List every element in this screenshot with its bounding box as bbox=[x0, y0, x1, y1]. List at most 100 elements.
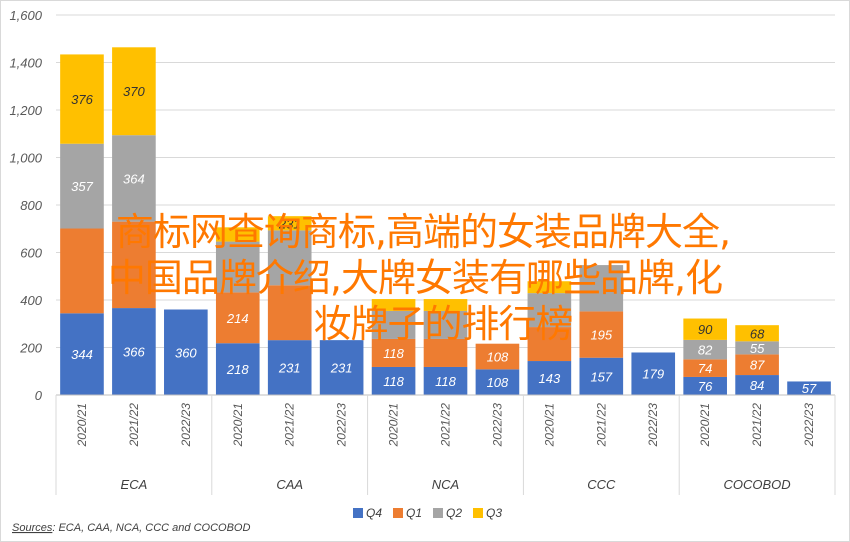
x-tick-label: 2022/23 bbox=[802, 403, 816, 448]
bar-segment-q4 bbox=[735, 375, 779, 395]
bar-segment-q4 bbox=[371, 366, 416, 395]
y-tick-label: 800 bbox=[20, 198, 42, 213]
legend: Q4 Q1 Q2 Q3 bbox=[353, 506, 502, 520]
source-label: Sources bbox=[12, 522, 53, 534]
bar-segment-q1 bbox=[475, 343, 520, 370]
x-tick-label: 2020/21 bbox=[75, 403, 89, 447]
data-label: 366 bbox=[123, 345, 145, 360]
bar-segment-q2 bbox=[371, 310, 416, 339]
data-label: 357 bbox=[71, 179, 93, 194]
legend-swatch-q3 bbox=[473, 508, 483, 518]
bar-segment-q3 bbox=[60, 54, 104, 144]
data-label: 108 bbox=[487, 350, 509, 365]
bar-segment-q4 bbox=[60, 313, 104, 395]
data-label: 360 bbox=[175, 345, 197, 360]
data-label: 90 bbox=[698, 322, 713, 337]
data-label: 82 bbox=[698, 343, 713, 358]
bar-segment-q2 bbox=[215, 241, 260, 293]
y-tick-label: 1,400 bbox=[9, 56, 42, 71]
bar-segment-q2 bbox=[735, 341, 779, 355]
x-tick-label: 2021/22 bbox=[283, 403, 297, 448]
bar-segment-q3 bbox=[371, 299, 416, 311]
bar-segment-q1 bbox=[215, 292, 260, 344]
data-label: 76 bbox=[698, 379, 713, 394]
bar-segment-q1 bbox=[267, 285, 312, 341]
data-label: 231 bbox=[278, 216, 301, 231]
bar-segment-q4 bbox=[787, 381, 831, 395]
bar-segment-q1 bbox=[683, 359, 727, 377]
data-label: 57 bbox=[802, 381, 817, 396]
data-label: 364 bbox=[123, 171, 145, 186]
data-label: 179 bbox=[642, 367, 664, 382]
y-axis-tick-labels: 0 200 400 600 800 1,000 1,200 1,400 1,600 bbox=[9, 8, 42, 403]
x-tick-label: 2022/23 bbox=[179, 403, 193, 448]
legend-entry-q4: Q4 bbox=[366, 506, 382, 520]
data-label: 195 bbox=[590, 328, 612, 343]
bar-segment-q3 bbox=[267, 216, 312, 231]
x-tick-label: 2020/21 bbox=[698, 403, 712, 447]
y-tick-label: 0 bbox=[35, 388, 43, 403]
data-label: 74 bbox=[698, 361, 712, 376]
x-tick-label: 2022/23 bbox=[646, 403, 660, 448]
data-label: 55 bbox=[750, 341, 765, 356]
bar-segment-q2 bbox=[267, 230, 312, 286]
bar-segment-q4 bbox=[631, 352, 676, 395]
bar-segment-q2 bbox=[527, 293, 572, 328]
data-label: 370 bbox=[123, 84, 145, 99]
x-axis: ECA 2020/21 2021/22 2022/23 CAA 2020/21 2021/2… bbox=[55, 394, 836, 495]
group-label: NCA bbox=[432, 477, 459, 492]
bar-segment-q4 bbox=[112, 308, 156, 395]
bar-segment-q3 bbox=[112, 47, 156, 136]
x-tick-label: 2020/21 bbox=[387, 403, 401, 447]
bar-segment-q4 bbox=[215, 343, 260, 395]
y-tick-label: 1,600 bbox=[9, 8, 42, 23]
source-note: Sources: ECA, CAA, NCA, CCC and COCOBOD bbox=[12, 522, 250, 534]
bar-segment-q3 bbox=[735, 325, 779, 342]
bar-segment-q4 bbox=[579, 357, 624, 395]
bar-segment-q1 bbox=[527, 327, 572, 362]
bar-segment-q1 bbox=[735, 354, 779, 376]
bar-segment-q2 bbox=[112, 135, 156, 222]
legend-entry-q3: Q3 bbox=[486, 506, 502, 520]
data-label: 118 bbox=[435, 374, 456, 389]
overlay-text-line-2: 中国品牌介绍,大牌女装有哪些品牌,化 bbox=[107, 256, 723, 300]
bar-segment-q3 bbox=[215, 227, 260, 242]
bar-segment-q4 bbox=[683, 376, 727, 395]
data-label: 218 bbox=[226, 362, 249, 377]
data-label: 143 bbox=[539, 371, 561, 386]
data-label: 87 bbox=[750, 358, 765, 373]
legend-entry-q1: Q1 bbox=[406, 506, 422, 520]
y-tick-label: 200 bbox=[19, 341, 42, 356]
bar-segment-q2 bbox=[60, 143, 104, 229]
legend-swatch-q1 bbox=[393, 508, 403, 518]
x-tick-label: 2021/22 bbox=[127, 403, 141, 448]
data-label: 376 bbox=[71, 92, 93, 107]
x-tick-label: 2022/23 bbox=[335, 403, 349, 448]
x-tick-label: 2021/22 bbox=[439, 403, 453, 448]
data-label: 344 bbox=[71, 347, 93, 362]
overlay-text-line-3: 妆牌子的排行榜 bbox=[313, 302, 573, 346]
bar-segment-q2 bbox=[683, 339, 727, 360]
bar-segment-q3 bbox=[683, 318, 727, 340]
legend-swatch-q4 bbox=[353, 508, 363, 518]
overlay-text-line-1: 商标网查询商标,高端的女装品牌大全, bbox=[115, 210, 731, 254]
group-label: COCOBOD bbox=[724, 477, 791, 492]
data-label: 68 bbox=[750, 326, 765, 341]
x-tick-label: 2020/21 bbox=[231, 403, 245, 447]
x-tick-label: 2021/22 bbox=[750, 403, 764, 448]
bar-segment-q3 bbox=[527, 281, 572, 294]
bar-segment-q4 bbox=[423, 366, 468, 395]
legend-swatch-q2 bbox=[433, 508, 443, 518]
bar-segment-q4 bbox=[527, 361, 572, 395]
data-label: 118 bbox=[383, 374, 404, 389]
y-tick-label: 1,000 bbox=[9, 151, 42, 166]
group-label: CAA bbox=[276, 477, 303, 492]
bar-segment-q1 bbox=[112, 221, 156, 309]
group-label: ECA bbox=[121, 477, 148, 492]
y-tick-label: 1,200 bbox=[9, 103, 42, 118]
data-label: 118 bbox=[383, 346, 404, 361]
legend-entry-q2: Q2 bbox=[446, 506, 462, 520]
data-label: 108 bbox=[487, 375, 509, 390]
x-tick-label: 2020/21 bbox=[542, 403, 556, 447]
